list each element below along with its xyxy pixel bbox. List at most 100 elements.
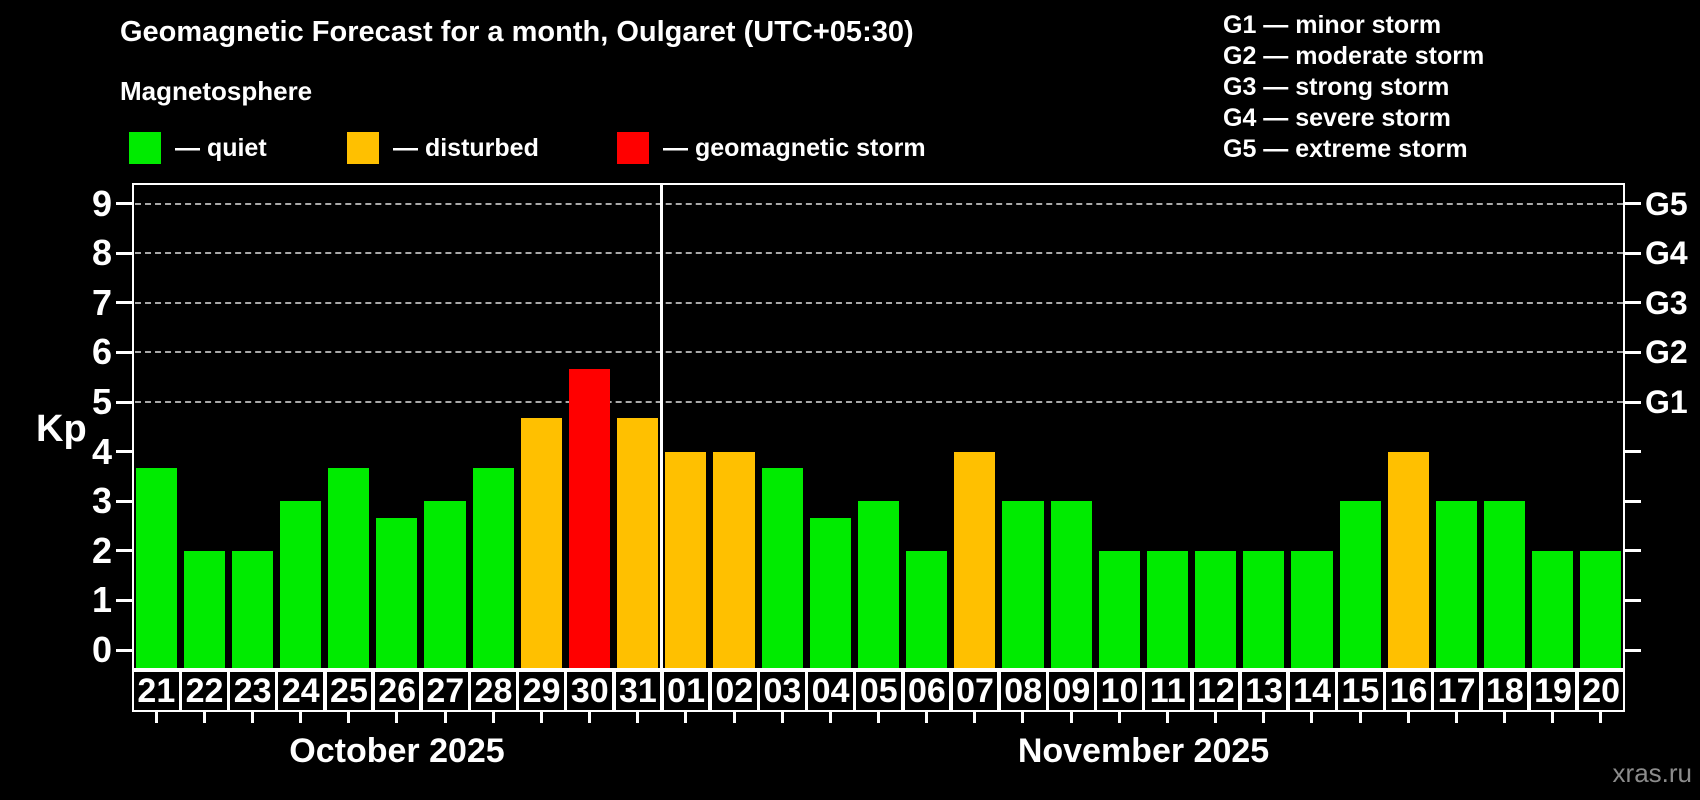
bottom-tick — [973, 712, 977, 723]
g-level-label-g2: G2 — [1645, 334, 1688, 371]
kp-tick-left — [116, 400, 132, 404]
day-label: 08 — [998, 670, 1048, 712]
day-label: 20 — [1576, 670, 1626, 712]
kp-tick-right — [1625, 549, 1641, 553]
kp-bar — [279, 501, 322, 668]
kp-tick-label: 4 — [91, 430, 112, 472]
kp-tick-right — [1625, 648, 1641, 652]
kp-bar — [1532, 550, 1574, 668]
bottom-tick — [1021, 712, 1025, 723]
kp-tick-left — [116, 648, 132, 652]
kp-bar — [328, 467, 370, 668]
kp-tick-label: 0 — [91, 629, 112, 670]
kp-bar — [183, 550, 225, 668]
kp-tick-label: 2 — [91, 529, 112, 571]
kp-bar — [376, 517, 418, 668]
g-level-label-g4: G4 — [1645, 235, 1688, 272]
quiet-swatch-icon — [129, 132, 161, 164]
day-label: 29 — [517, 670, 566, 712]
day-label: 22 — [180, 670, 229, 712]
y-axis-label: Kp — [36, 408, 87, 450]
g-level-label-g5: G5 — [1645, 185, 1688, 222]
bottom-tick — [732, 712, 736, 723]
kp-bar — [809, 517, 851, 668]
bottom-tick — [250, 712, 254, 723]
day-label: 13 — [1239, 670, 1289, 712]
day-label: 27 — [420, 670, 470, 712]
month-label-october: October 2025 — [289, 732, 505, 770]
gridline-kp8 — [135, 252, 1623, 255]
day-label: 10 — [1095, 670, 1144, 712]
kp-bar — [1050, 501, 1092, 668]
kp-tick-right — [1625, 400, 1641, 404]
legend-label-disturbed: — disturbed — [393, 134, 539, 162]
day-label: 23 — [228, 670, 277, 712]
bottom-tick — [443, 712, 447, 723]
kp-tick-left — [116, 202, 132, 206]
kp-tick-left — [116, 598, 132, 602]
page-title: Geomagnetic Forecast for a month, Oulgar… — [120, 16, 914, 48]
bottom-tick — [588, 712, 592, 723]
bottom-tick — [1599, 712, 1603, 723]
g-legend-line-g3: G3 — strong storm — [1223, 73, 1450, 101]
kp-tick-right — [1625, 598, 1641, 602]
day-label: 21 — [132, 670, 181, 712]
month-separator — [660, 185, 664, 668]
day-label: 25 — [324, 670, 374, 712]
bottom-tick — [1214, 712, 1218, 723]
kp-bar — [472, 467, 514, 668]
kp-bar — [231, 550, 273, 668]
bottom-tick — [1454, 712, 1458, 723]
kp-tick-label: 7 — [91, 281, 112, 323]
bottom-tick — [636, 712, 640, 723]
day-label: 11 — [1143, 670, 1193, 712]
bottom-tick — [1503, 712, 1507, 723]
disturbed-swatch-icon — [347, 132, 379, 164]
day-label: 14 — [1287, 670, 1337, 712]
day-label: 26 — [372, 670, 422, 712]
bottom-tick — [491, 712, 495, 723]
bottom-tick — [877, 712, 880, 723]
kp-bar — [1435, 501, 1477, 668]
kp-bar — [1098, 550, 1140, 668]
kp-bar — [906, 550, 948, 668]
day-label: 16 — [1384, 670, 1433, 712]
gridline-kp9 — [135, 202, 1623, 205]
bottom-tick — [202, 712, 206, 723]
bottom-tick — [1262, 712, 1266, 723]
day-label: 05 — [854, 670, 904, 712]
kp-bar — [424, 501, 466, 668]
kp-bar — [1580, 550, 1622, 668]
kp-bar — [520, 418, 562, 668]
gridline-kp6 — [135, 351, 1623, 354]
day-label: 04 — [806, 670, 855, 712]
kp-tick-left — [116, 549, 132, 553]
kp-tick-right — [1625, 251, 1641, 255]
legend-label-storm: — geomagnetic storm — [663, 134, 926, 162]
kp-tick-right — [1625, 450, 1641, 454]
bottom-tick — [154, 712, 158, 723]
kp-bar — [1146, 550, 1189, 668]
kp-tick-right — [1625, 301, 1641, 305]
bottom-tick — [684, 712, 688, 723]
day-label: 31 — [613, 670, 663, 712]
gridline-kp5 — [135, 401, 1623, 403]
kp-bar — [1243, 550, 1285, 668]
bottom-tick — [299, 712, 303, 723]
kp-bar — [1484, 501, 1526, 668]
day-label: 24 — [276, 670, 326, 712]
day-label: 06 — [902, 670, 952, 712]
kp-tick-label: 9 — [91, 182, 112, 224]
g-level-label-g3: G3 — [1645, 284, 1688, 321]
day-label: 02 — [709, 670, 759, 712]
kp-tick-right — [1625, 202, 1641, 206]
bottom-tick — [780, 712, 784, 723]
g-scale-legend: G1 — minor storm G2 — moderate storm G3 … — [1223, 10, 1484, 165]
kp-tick-label: 8 — [91, 232, 112, 274]
kp-tick-label: 6 — [91, 331, 112, 373]
day-label: 17 — [1432, 670, 1481, 712]
kp-bar — [568, 368, 611, 668]
kp-tick-label: 1 — [91, 579, 112, 621]
kp-bar — [1387, 451, 1429, 668]
